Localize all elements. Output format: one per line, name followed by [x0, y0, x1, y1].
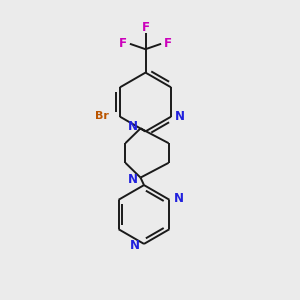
Text: N: N: [130, 239, 140, 252]
Text: N: N: [175, 110, 185, 123]
Text: N: N: [173, 192, 184, 205]
Text: Br: Br: [95, 111, 109, 121]
Text: N: N: [128, 173, 137, 186]
Text: F: F: [164, 37, 172, 50]
Text: N: N: [128, 120, 137, 133]
Text: F: F: [119, 37, 127, 50]
Text: F: F: [142, 21, 149, 34]
